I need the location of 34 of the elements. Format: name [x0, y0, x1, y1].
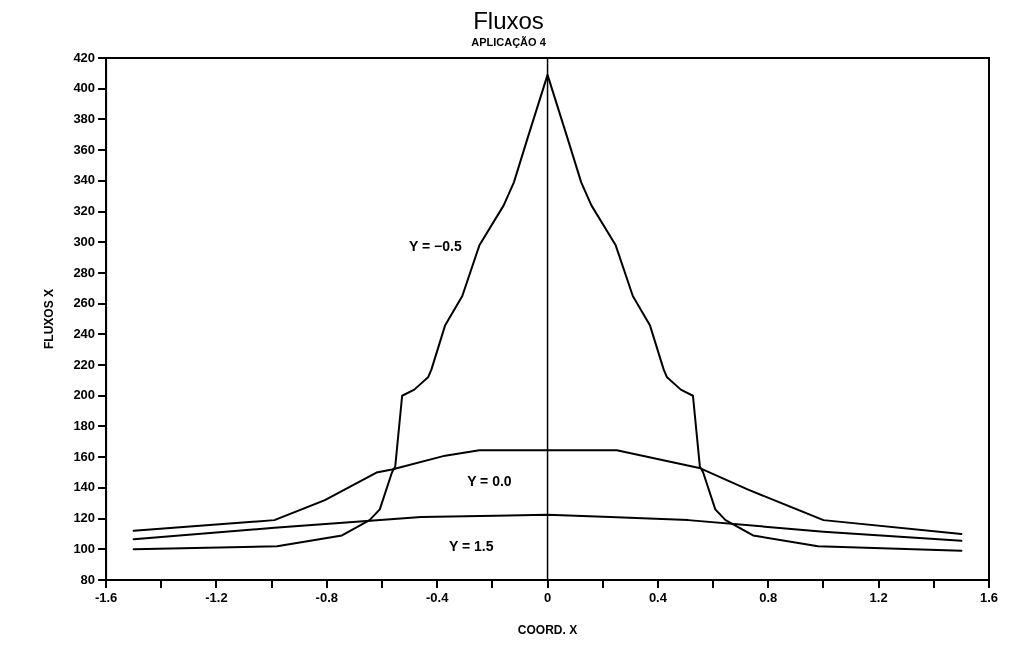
y-tick-label: 220	[73, 356, 96, 372]
y-tick-label: 360	[73, 141, 96, 157]
y-tick-label: 80	[80, 571, 96, 587]
y-tick-label: 200	[73, 387, 96, 403]
y-tick-label: 180	[73, 418, 96, 434]
x-tick-label: -1.6	[94, 590, 118, 606]
y-tick-label: 420	[73, 49, 96, 65]
series-label: Y = 0.0	[467, 473, 512, 490]
y-tick-label: 320	[73, 203, 96, 219]
y-tick-label: 400	[73, 80, 96, 96]
y-tick-label: 160	[73, 448, 96, 464]
x-tick-label: -0.4	[425, 590, 450, 606]
x-tick-label: -1.2	[205, 590, 228, 606]
x-tick-label: 0.4	[648, 590, 668, 606]
x-tick-label: 0	[543, 590, 552, 606]
series-label: Y = 1.5	[448, 537, 494, 554]
y-tick-label: 280	[73, 264, 96, 280]
y-tick-label: 340	[73, 172, 96, 188]
x-tick-label: 0.8	[759, 590, 778, 606]
x-tick-label: 1.2	[869, 590, 888, 606]
y-tick-label: 140	[73, 479, 96, 495]
series-label: Y = −0.5	[409, 238, 462, 255]
y-tick-label: 380	[73, 110, 96, 126]
y-axis-title: FLUXOS X	[41, 288, 56, 350]
y-tick-label: 260	[73, 295, 96, 311]
y-tick-label: 120	[73, 510, 96, 526]
y-tick-label: 300	[73, 233, 96, 249]
x-axis-title: COORD. X	[517, 623, 578, 638]
x-tick-label: -0.8	[315, 590, 339, 606]
x-tick-label: 1.6	[979, 590, 999, 606]
y-tick-label: 100	[73, 540, 96, 556]
y-tick-label: 240	[73, 325, 96, 341]
chart-subtitle: APLICAÇÃO 4	[471, 36, 547, 49]
chart-title: Fluxos	[473, 7, 544, 35]
